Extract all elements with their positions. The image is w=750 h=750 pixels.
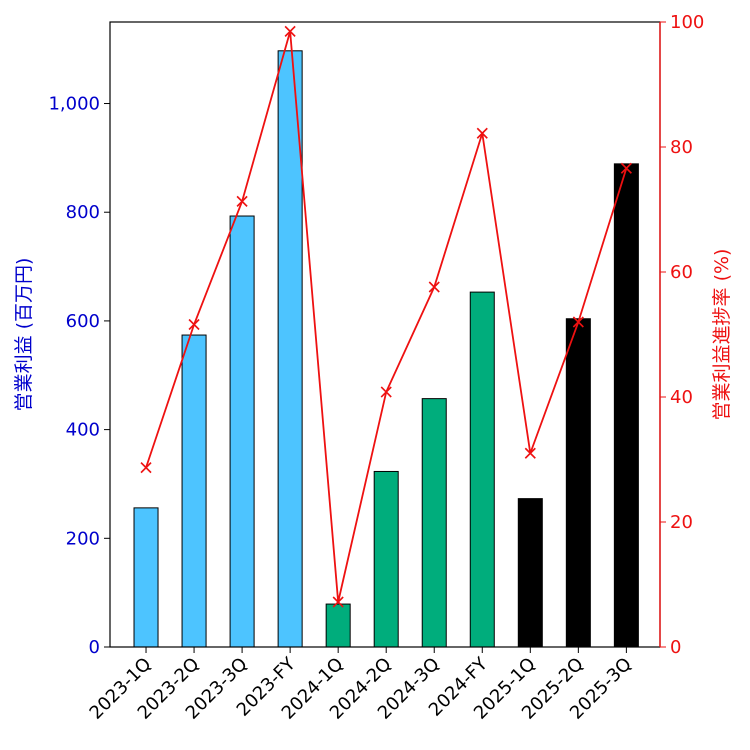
- right-tick-label: 100: [670, 12, 704, 33]
- bar-2023-FY: [277, 50, 303, 648]
- progress-marker-2025-2Q: [572, 316, 584, 328]
- progress-marker-2023-2Q: [188, 318, 200, 331]
- bar-2024-3Q: [421, 398, 447, 648]
- y-axis-label-left: 営業利益 (百万円): [13, 258, 35, 412]
- right-tick-label: 60: [670, 262, 693, 283]
- bar-2024-1Q: [325, 603, 351, 648]
- left-tick-label: 800: [66, 202, 100, 223]
- right-tick-label: 0: [670, 637, 681, 658]
- progress-marker-2023-3Q: [236, 195, 248, 207]
- bar-2025-1Q: [517, 498, 543, 648]
- right-tick-label: 80: [670, 137, 693, 158]
- x-ticks-group: 2023-1Q2023-2Q2023-3Q2023-FY2024-1Q2024-…: [86, 647, 636, 724]
- bar-2024-2Q: [373, 470, 399, 648]
- right-tick-label: 20: [670, 512, 693, 533]
- bar-2024-FY: [469, 291, 495, 648]
- left-tick-label: 400: [66, 420, 100, 441]
- progress-marker-2024-3Q: [428, 281, 440, 293]
- progress-marker-2024-2Q: [380, 386, 392, 398]
- bar-2023-3Q: [229, 215, 255, 648]
- bar-2023-2Q: [181, 334, 207, 648]
- left-tick-label: 600: [66, 311, 100, 332]
- progress-marker-2025-1Q: [524, 447, 536, 459]
- bar-group: [133, 50, 639, 648]
- axes-group: [109, 21, 661, 648]
- progress-line-group: [140, 25, 632, 608]
- left-tick-label: 200: [66, 528, 100, 549]
- bar-2023-1Q: [133, 507, 159, 648]
- progress-marker-2023-1Q: [140, 462, 152, 474]
- left-ticks-group: 0 200 400 600 800 1,000: [48, 94, 110, 658]
- bar-2025-2Q: [565, 318, 591, 648]
- progress-marker-2024-1Q: [332, 596, 344, 608]
- left-tick-label: 1,000: [48, 94, 100, 115]
- progress-marker-2024-FY: [476, 127, 488, 139]
- progress-marker-2023-FY: [284, 25, 296, 37]
- bar-2025-3Q: [613, 163, 639, 648]
- left-tick-label: 0: [89, 637, 100, 658]
- progress-marker-2025-3Q: [620, 162, 632, 174]
- right-ticks-group: 0 20 40 60 80 100: [660, 12, 704, 658]
- y-axis-label-right: 営業利益進捗率 (%): [711, 249, 733, 421]
- right-tick-label: 40: [670, 387, 693, 408]
